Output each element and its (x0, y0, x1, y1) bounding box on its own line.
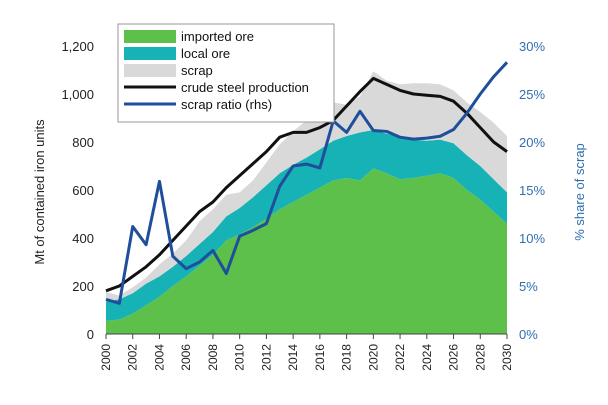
legend-swatch-scrap (124, 64, 176, 77)
x-tick-label: 2028 (473, 344, 487, 371)
y2-tick-label: 0% (519, 327, 538, 342)
y2-tick-label: 30% (519, 39, 545, 54)
legend-label-crude-steel: crude steel production (181, 80, 309, 95)
x-tick-label: 2022 (393, 344, 407, 371)
y-tick-label: 800 (72, 135, 94, 150)
areas-layer (106, 71, 507, 334)
x-tick-label: 2018 (340, 344, 354, 371)
x-tick-label: 2006 (179, 344, 193, 371)
y-tick-label: 0 (87, 327, 94, 342)
x-tick-label: 2026 (447, 344, 461, 371)
x-tick-label: 2014 (286, 344, 300, 371)
axes-layer: 0 200 400 600 800 1,000 1,200 0% 5% 10% 15% 20% 25% 3… (61, 39, 545, 371)
legend-swatch-local-ore (124, 47, 176, 60)
legend-label-scrap: scrap (181, 63, 213, 78)
line-crude-steel-production (105, 76, 508, 293)
legend-label-local-ore: local ore (181, 46, 230, 61)
line-scrap-ratio-rhs (105, 61, 509, 305)
legend-label-imported-ore: imported ore (181, 29, 254, 44)
area-imported-ore (106, 168, 507, 334)
x-tick-label: 2012 (259, 344, 273, 371)
x-tick-label: 2010 (233, 344, 247, 371)
x-tick-label: 2004 (152, 344, 166, 371)
x-tick-label: 2020 (366, 344, 380, 371)
y-tick-label: 600 (72, 183, 94, 198)
legend-label-scrap-ratio: scrap ratio (rhs) (181, 97, 272, 112)
y-tick-label: 1,200 (61, 39, 94, 54)
y-axis-title: Mt of contained iron units (32, 119, 47, 265)
lines-layer (105, 61, 509, 305)
y-tick-label: 200 (72, 279, 94, 294)
x-tick-label: 2030 (500, 344, 514, 371)
x-tick-label: 2016 (313, 344, 327, 371)
y2-tick-label: 25% (519, 87, 545, 102)
x-tick-label: 2000 (99, 344, 113, 371)
y2-tick-label: 15% (519, 183, 545, 198)
y2-tick-label: 20% (519, 135, 545, 150)
legend: imported ore local ore scrap crude steel… (117, 23, 335, 123)
x-tick-label: 2002 (126, 344, 140, 371)
y2-tick-label: 10% (519, 231, 545, 246)
x-tick-label: 2008 (206, 344, 220, 371)
y-tick-label: 400 (72, 231, 94, 246)
y2-axis-title: % share of scrap (572, 143, 587, 241)
y-tick-label: 1,000 (61, 87, 94, 102)
y2-tick-label: 5% (519, 279, 538, 294)
area-scrap (106, 71, 507, 302)
legend-swatch-imported-ore (124, 30, 176, 43)
area-local-ore (106, 130, 507, 321)
x-tick-label: 2024 (420, 344, 434, 371)
